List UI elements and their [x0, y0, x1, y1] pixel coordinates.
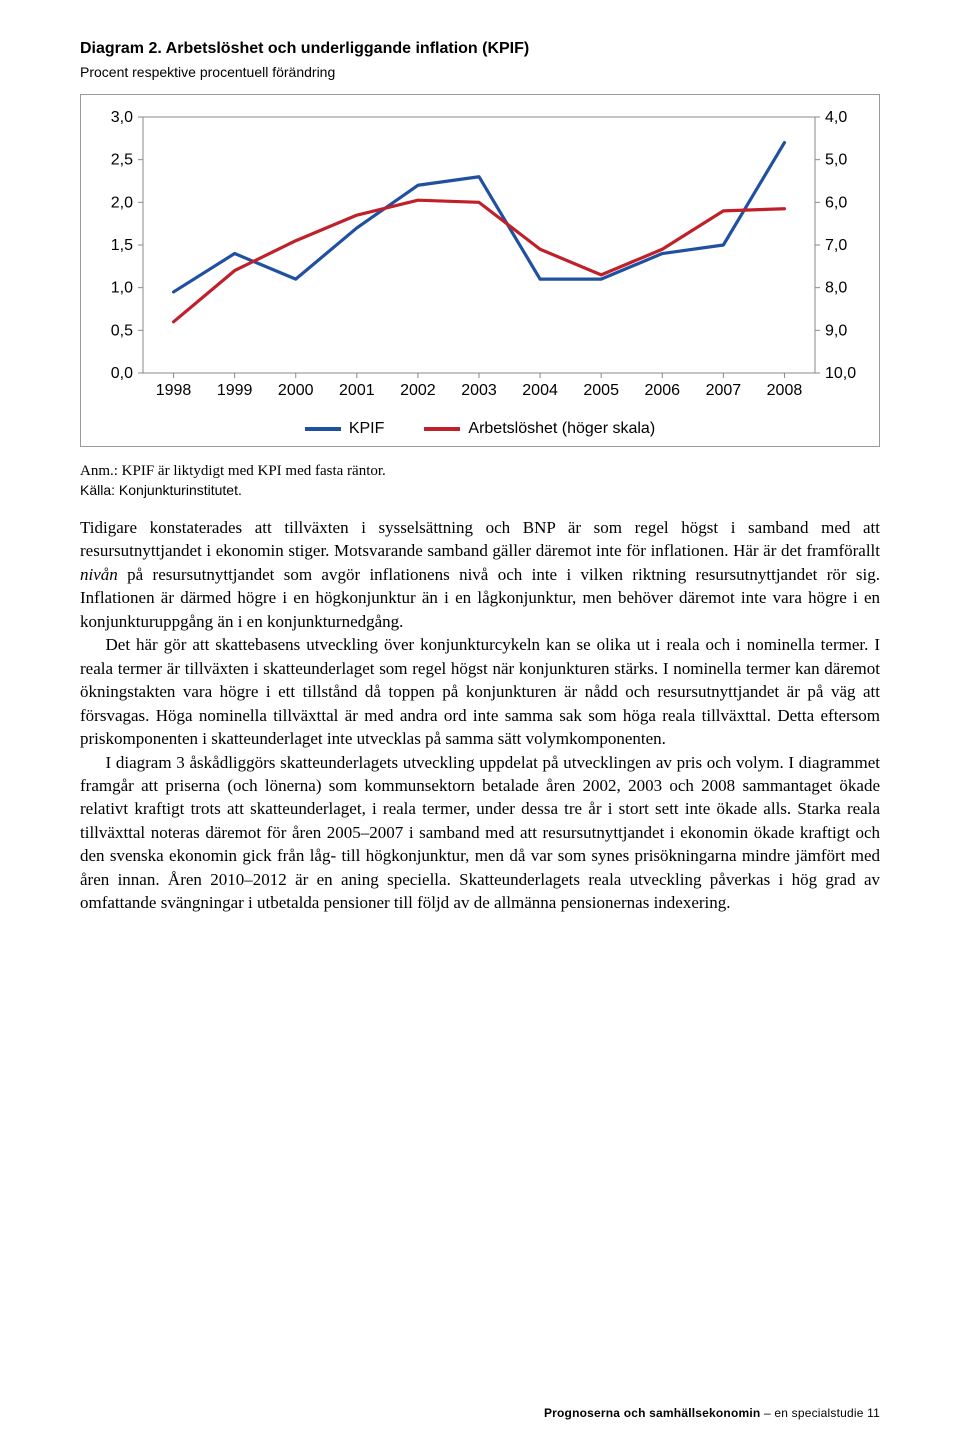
svg-text:2002: 2002 — [400, 382, 436, 399]
svg-text:9,0: 9,0 — [825, 322, 847, 339]
svg-text:2006: 2006 — [644, 382, 680, 399]
legend-item-arbetsloshet: Arbetslöshet (höger skala) — [424, 420, 655, 438]
svg-text:2000: 2000 — [278, 382, 314, 399]
svg-text:5,0: 5,0 — [825, 152, 847, 169]
paragraph-2: Det här gör att skattebasens utveckling … — [80, 633, 880, 750]
svg-text:7,0: 7,0 — [825, 237, 847, 254]
diagram-source: Källa: Konjunkturinstitutet. — [80, 482, 880, 498]
diagram-title: Diagram 2. Arbetslöshet och underliggand… — [80, 40, 880, 58]
svg-text:4,0: 4,0 — [825, 109, 847, 126]
svg-text:1998: 1998 — [156, 382, 192, 399]
svg-text:2008: 2008 — [767, 382, 803, 399]
svg-text:2005: 2005 — [583, 382, 619, 399]
page-footer: Prognoserna och samhällsekonomin – en sp… — [544, 1406, 880, 1420]
chart-legend: KPIF Arbetslöshet (höger skala) — [91, 420, 869, 442]
svg-text:10,0: 10,0 — [825, 365, 856, 382]
dual-axis-line-chart: 0,0 0,5 1,0 1,5 2,0 2,5 3,0 4,0 5,0 6,0 7,0 8,0 9,0 1… — [91, 107, 871, 407]
svg-text:2,0: 2,0 — [111, 194, 133, 211]
svg-text:1,5: 1,5 — [111, 237, 133, 254]
footer-pagination: – en specialstudie 11 — [760, 1406, 880, 1420]
svg-text:1999: 1999 — [217, 382, 253, 399]
legend-swatch-arbetsloshet — [424, 427, 460, 431]
svg-text:1,0: 1,0 — [111, 280, 133, 297]
svg-text:0,0: 0,0 — [111, 365, 133, 382]
svg-text:0,5: 0,5 — [111, 322, 133, 339]
svg-text:6,0: 6,0 — [825, 194, 847, 211]
svg-text:8,0: 8,0 — [825, 280, 847, 297]
svg-text:2004: 2004 — [522, 382, 558, 399]
footer-title: Prognoserna och samhällsekonomin — [544, 1406, 760, 1420]
svg-text:2003: 2003 — [461, 382, 497, 399]
svg-text:2007: 2007 — [706, 382, 742, 399]
chart-container: 0,0 0,5 1,0 1,5 2,0 2,5 3,0 4,0 5,0 6,0 7,0 8,0 9,0 1… — [80, 94, 880, 447]
body-text: Tidigare konstaterades att tillväxten i … — [80, 516, 880, 915]
paragraph-1: Tidigare konstaterades att tillväxten i … — [80, 516, 880, 633]
svg-text:2,5: 2,5 — [111, 152, 133, 169]
legend-swatch-kpif — [305, 427, 341, 431]
diagram-subtitle: Procent respektive procentuell förändrin… — [80, 64, 880, 80]
svg-text:2001: 2001 — [339, 382, 375, 399]
legend-label-kpif: KPIF — [349, 420, 385, 438]
svg-text:3,0: 3,0 — [111, 109, 133, 126]
legend-label-arbetsloshet: Arbetslöshet (höger skala) — [468, 420, 655, 438]
diagram-note: Anm.: KPIF är liktydigt med KPI med fast… — [80, 463, 880, 480]
paragraph-3: I diagram 3 åskådliggörs skatteunderlage… — [80, 751, 880, 915]
legend-item-kpif: KPIF — [305, 420, 385, 438]
